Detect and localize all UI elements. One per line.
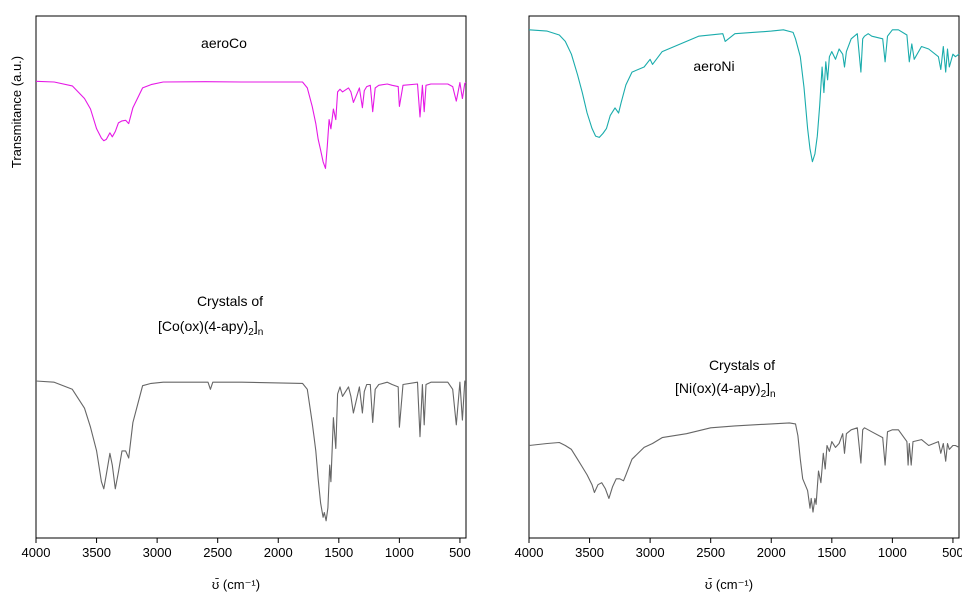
left-series-crystals-line <box>35 380 466 522</box>
left-x-tick-label: 2500 <box>203 545 232 560</box>
left-x-tick-label: 1500 <box>324 545 353 560</box>
right-series-aerogel-line <box>528 29 960 163</box>
ni-crystals-formula: [Ni(ox)(4-apy)2]n <box>675 380 776 400</box>
co-crystals-label: Crystals of <box>197 293 263 309</box>
co-formula-main: [Co(ox)(4-apy) <box>158 318 248 334</box>
y-axis-label: Transmitance (a.u.) <box>9 56 24 168</box>
left-x-axis-label: ʊ̄ (cm⁻¹) <box>212 577 260 592</box>
aeroni-label: aeroNi <box>693 58 734 74</box>
aeroco-label: aeroCo <box>201 35 247 51</box>
right-plot-frame <box>528 15 960 539</box>
ni-formula-bracket: ] <box>766 380 770 396</box>
left-x-tick-label: 2000 <box>264 545 293 560</box>
right-x-tick-label: 1000 <box>878 545 907 560</box>
right-spectrum-panel: 4000 3500 3000 2500 2000 1500 1000 500 aeroNi C… <box>515 15 962 592</box>
co-formula-sub2: n <box>258 327 264 338</box>
left-x-ticks: 4000 3500 3000 2500 2000 1500 1000 500 <box>22 538 471 560</box>
left-spectrum-panel: 4000 3500 3000 2500 2000 1500 1000 500 aeroCo C… <box>9 15 471 592</box>
co-formula-bracket: ] <box>254 318 258 334</box>
right-x-tick-label: 2000 <box>757 545 786 560</box>
left-plot-frame <box>35 15 467 539</box>
left-x-tick-label: 1000 <box>385 545 414 560</box>
right-traces <box>528 29 960 513</box>
left-x-tick-label: 4000 <box>22 545 51 560</box>
right-x-axis-label: ʊ̄ (cm⁻¹) <box>705 577 753 592</box>
left-x-tick-label: 3500 <box>82 545 111 560</box>
left-traces <box>35 80 467 522</box>
co-formula-sub1: 2 <box>248 327 254 338</box>
right-x-tick-label: 3000 <box>636 545 665 560</box>
ni-crystals-label: Crystals of <box>709 357 775 373</box>
left-x-tick-label: 500 <box>449 545 471 560</box>
left-series-aerogel-line <box>35 80 467 169</box>
co-crystals-formula: [Co(ox)(4-apy)2]n <box>158 318 263 338</box>
right-x-tick-label: 4000 <box>515 545 544 560</box>
right-x-tick-label: 1500 <box>817 545 846 560</box>
right-series-crystals-line <box>528 422 960 513</box>
right-x-tick-label: 2500 <box>696 545 725 560</box>
left-x-tick-label: 3000 <box>143 545 172 560</box>
right-x-tick-label: 500 <box>942 545 962 560</box>
ni-formula-sub2: n <box>770 389 776 400</box>
right-x-tick-label: 3500 <box>575 545 604 560</box>
ni-formula-main: [Ni(ox)(4-apy) <box>675 380 761 396</box>
right-x-ticks: 4000 3500 3000 2500 2000 1500 1000 500 <box>515 538 962 560</box>
ni-formula-sub1: 2 <box>761 389 767 400</box>
